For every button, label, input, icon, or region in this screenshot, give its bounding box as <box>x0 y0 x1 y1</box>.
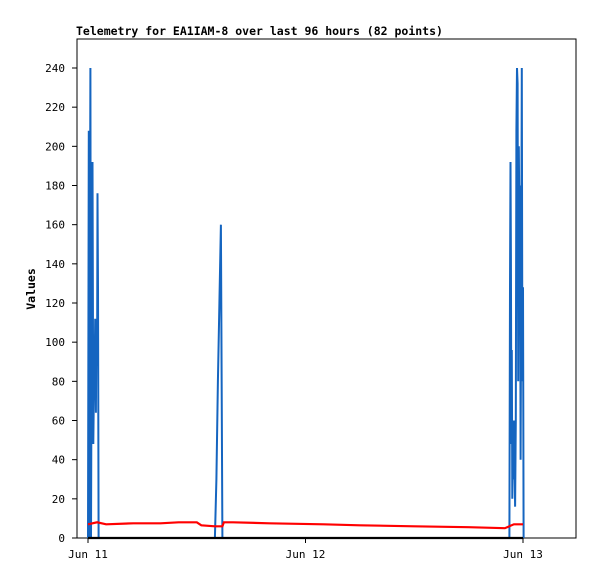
x-tick-label: Jun 13 <box>503 548 543 561</box>
y-tick-label: 200 <box>45 140 65 153</box>
y-axis: 0 20 40 60 80 100 120 140 160 180 200 220 240 <box>45 62 77 545</box>
y-tick-label: 120 <box>45 297 65 310</box>
y-tick-label: 80 <box>52 375 65 388</box>
x-axis: Jun 11 Jun 12 Jun 13 <box>68 538 543 561</box>
chart-title: Telemetry for EA1IAM-8 over last 96 hour… <box>76 24 443 38</box>
series-line-1 <box>87 67 525 539</box>
y-tick-label: 180 <box>45 180 65 193</box>
plot-area <box>76 38 577 539</box>
y-tick-label: 20 <box>52 493 65 506</box>
series-layer <box>87 67 525 540</box>
y-tick-label: 100 <box>45 336 65 349</box>
y-tick-label: 40 <box>52 454 65 467</box>
y-tick-label: 140 <box>45 258 65 271</box>
y-tick-label: 60 <box>52 415 65 428</box>
y-tick-label: 240 <box>45 62 65 75</box>
y-axis-label: Values <box>24 268 38 310</box>
x-tick-label: Jun 11 <box>68 548 108 561</box>
y-tick-label: 0 <box>58 532 65 545</box>
y-tick-label: 160 <box>45 219 65 232</box>
y-tick-label: 220 <box>45 101 65 114</box>
series-line-2 <box>87 521 523 530</box>
x-tick-label: Jun 12 <box>286 548 326 561</box>
